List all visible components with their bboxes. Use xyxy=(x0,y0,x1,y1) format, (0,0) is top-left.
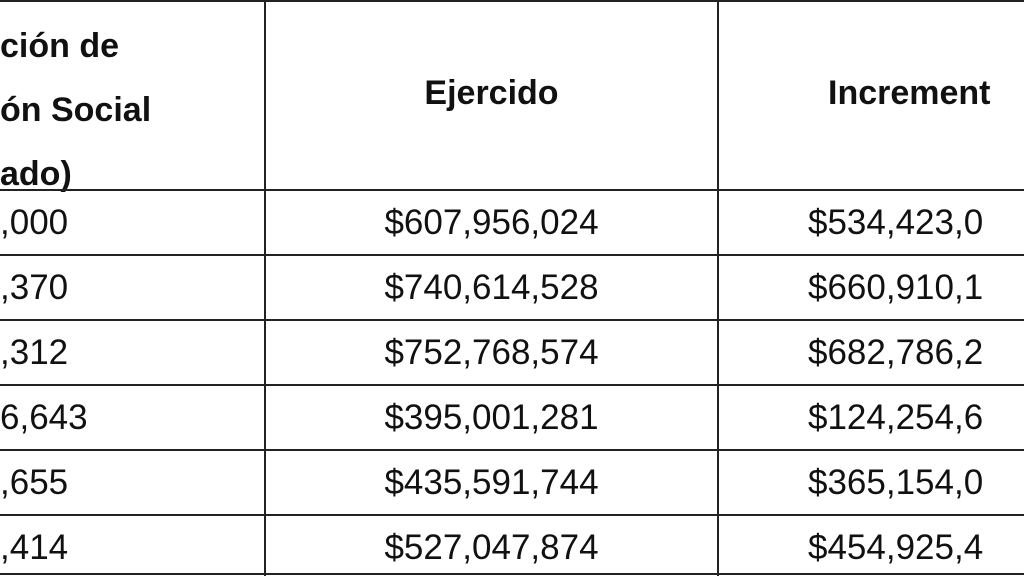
table-cell: ,414 xyxy=(0,528,69,567)
table-cell: $740,614,528 xyxy=(384,268,599,307)
row-divider xyxy=(0,573,1024,575)
header-line: ción de xyxy=(0,27,120,65)
header-cell: Increment xyxy=(828,74,991,112)
header-cell: Ejercido xyxy=(424,74,559,112)
header-cell: ción de ón Social ado) xyxy=(0,14,151,206)
table-cell: ,655 xyxy=(0,463,69,502)
row-divider xyxy=(0,384,1024,386)
row-divider xyxy=(0,189,1024,191)
table-cell: $454,925,4 xyxy=(808,528,984,567)
table-cell: $660,910,1 xyxy=(808,268,984,307)
table-cell: $534,423,0 xyxy=(808,203,984,242)
column-divider xyxy=(717,0,719,576)
table-cell: $124,254,6 xyxy=(808,398,984,437)
table-cell: $527,047,874 xyxy=(384,528,599,567)
row-divider xyxy=(0,514,1024,516)
header-line: ón Social xyxy=(0,91,152,129)
border xyxy=(0,0,1024,2)
table-cell: $365,154,0 xyxy=(808,463,984,502)
table-cell: $607,956,024 xyxy=(384,203,599,242)
header-line: ado) xyxy=(0,155,72,193)
row-divider xyxy=(0,449,1024,451)
row-divider xyxy=(0,254,1024,256)
table-cell: ,312 xyxy=(0,333,69,372)
table-cell: ,000 xyxy=(0,203,69,242)
table-cell: $682,786,2 xyxy=(808,333,984,372)
table-cell: $395,001,281 xyxy=(384,398,599,437)
table-cell: 6,643 xyxy=(0,398,88,437)
row-divider xyxy=(0,319,1024,321)
table-cell: ,370 xyxy=(0,268,69,307)
table-cell: $435,591,744 xyxy=(384,463,599,502)
table-cell: $752,768,574 xyxy=(384,333,599,372)
column-divider xyxy=(264,0,266,576)
